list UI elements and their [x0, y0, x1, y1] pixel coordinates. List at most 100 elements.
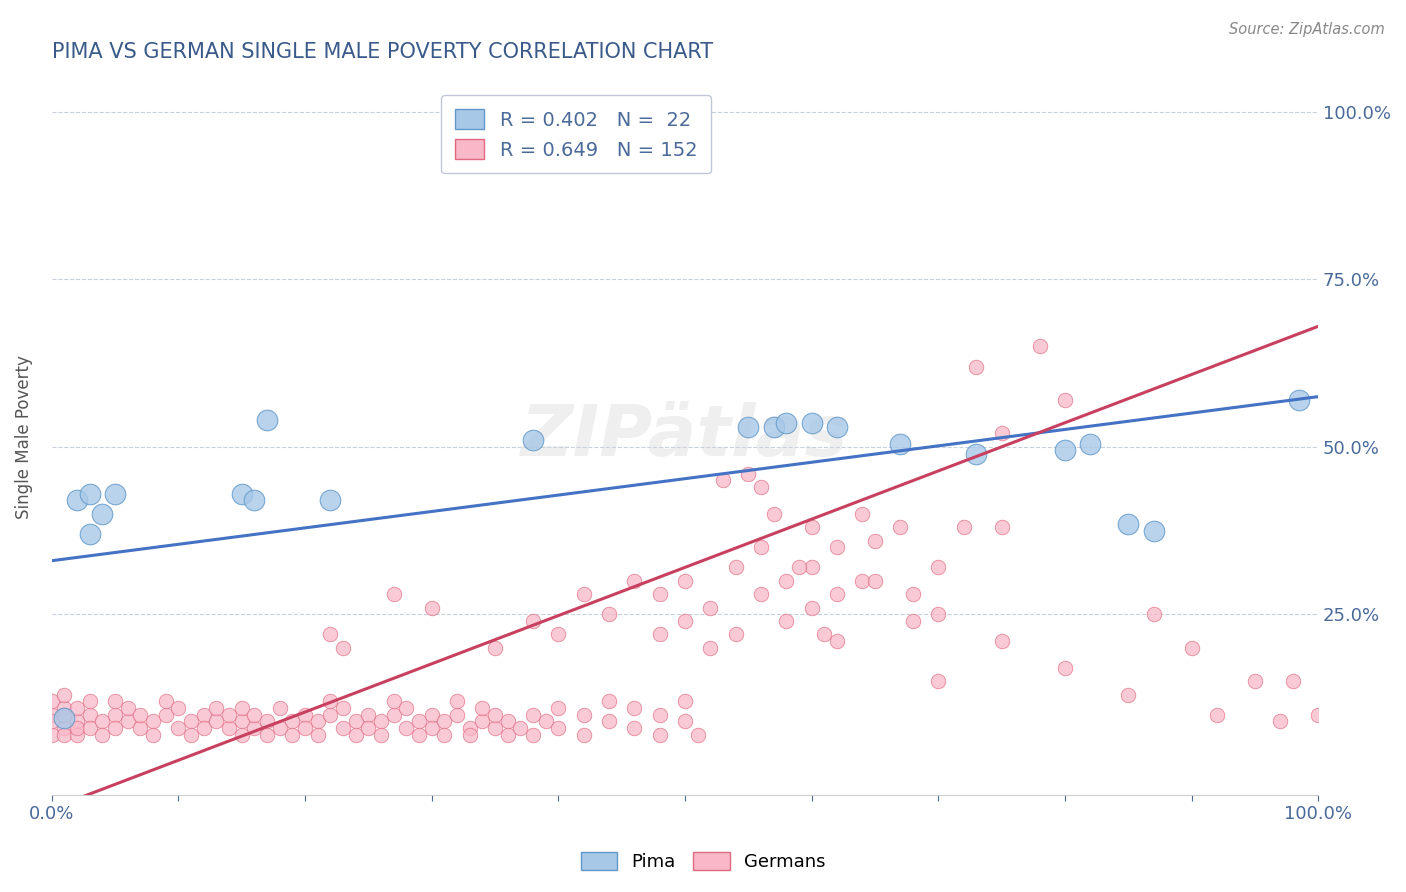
Point — [307, 728, 329, 742]
Point — [787, 560, 810, 574]
Point — [167, 701, 190, 715]
Point — [623, 721, 645, 735]
Point — [269, 701, 291, 715]
Point — [648, 627, 671, 641]
Text: ZIPätlas: ZIPätlas — [522, 402, 849, 471]
Point — [800, 417, 823, 431]
Point — [129, 707, 152, 722]
Text: Source: ZipAtlas.com: Source: ZipAtlas.com — [1229, 22, 1385, 37]
Point — [800, 600, 823, 615]
Point — [1053, 392, 1076, 407]
Point — [408, 714, 430, 729]
Point — [534, 714, 557, 729]
Point — [395, 721, 418, 735]
Point — [231, 728, 253, 742]
Point — [547, 627, 569, 641]
Point — [294, 721, 316, 735]
Point — [547, 701, 569, 715]
Point — [686, 728, 709, 742]
Point — [269, 721, 291, 735]
Point — [243, 707, 266, 722]
Point — [496, 728, 519, 742]
Point — [1078, 436, 1101, 450]
Point — [370, 714, 392, 729]
Point — [863, 533, 886, 548]
Point — [800, 560, 823, 574]
Point — [522, 614, 544, 628]
Point — [484, 640, 506, 655]
Point — [825, 587, 848, 601]
Point — [648, 707, 671, 722]
Point — [1180, 640, 1202, 655]
Point — [927, 560, 949, 574]
Y-axis label: Single Male Poverty: Single Male Poverty — [15, 355, 32, 519]
Point — [281, 728, 304, 742]
Point — [762, 419, 785, 434]
Point — [775, 614, 797, 628]
Point — [711, 474, 734, 488]
Point — [243, 721, 266, 735]
Point — [1243, 674, 1265, 689]
Point — [53, 728, 76, 742]
Text: PIMA VS GERMAN SINGLE MALE POVERTY CORRELATION CHART: PIMA VS GERMAN SINGLE MALE POVERTY CORRE… — [52, 42, 713, 62]
Point — [889, 520, 911, 534]
Legend: R = 0.402   N =  22, R = 0.649   N = 152: R = 0.402 N = 22, R = 0.649 N = 152 — [441, 95, 711, 173]
Point — [41, 714, 63, 729]
Point — [420, 600, 443, 615]
Point — [117, 714, 139, 729]
Point — [673, 714, 696, 729]
Point — [1053, 661, 1076, 675]
Point — [1281, 674, 1303, 689]
Point — [104, 487, 127, 501]
Point — [382, 587, 405, 601]
Point — [813, 627, 835, 641]
Point — [370, 728, 392, 742]
Point — [218, 721, 240, 735]
Point — [395, 701, 418, 715]
Point — [1205, 707, 1227, 722]
Point — [1116, 516, 1139, 531]
Point — [193, 707, 215, 722]
Point — [66, 493, 89, 508]
Point — [433, 714, 456, 729]
Point — [851, 507, 873, 521]
Point — [79, 707, 101, 722]
Point — [572, 587, 595, 601]
Point — [749, 587, 772, 601]
Point — [851, 574, 873, 588]
Point — [104, 721, 127, 735]
Point — [648, 587, 671, 601]
Point — [737, 419, 759, 434]
Point — [1308, 707, 1330, 722]
Point — [319, 493, 342, 508]
Point — [749, 541, 772, 555]
Point — [825, 419, 848, 434]
Point — [484, 721, 506, 735]
Point — [471, 714, 494, 729]
Point — [598, 714, 620, 729]
Point — [990, 426, 1012, 441]
Point — [775, 574, 797, 588]
Point — [673, 694, 696, 708]
Point — [927, 674, 949, 689]
Point — [91, 507, 114, 521]
Point — [256, 728, 278, 742]
Point — [1288, 392, 1310, 407]
Point — [319, 694, 342, 708]
Point — [205, 701, 228, 715]
Point — [41, 728, 63, 742]
Point — [53, 688, 76, 702]
Point — [142, 728, 165, 742]
Point — [307, 714, 329, 729]
Point — [496, 714, 519, 729]
Point — [53, 711, 76, 725]
Point — [155, 694, 177, 708]
Point — [155, 707, 177, 722]
Point — [79, 721, 101, 735]
Point — [357, 721, 380, 735]
Point — [598, 694, 620, 708]
Point — [180, 714, 202, 729]
Point — [1142, 524, 1164, 538]
Point — [53, 707, 76, 722]
Point — [231, 701, 253, 715]
